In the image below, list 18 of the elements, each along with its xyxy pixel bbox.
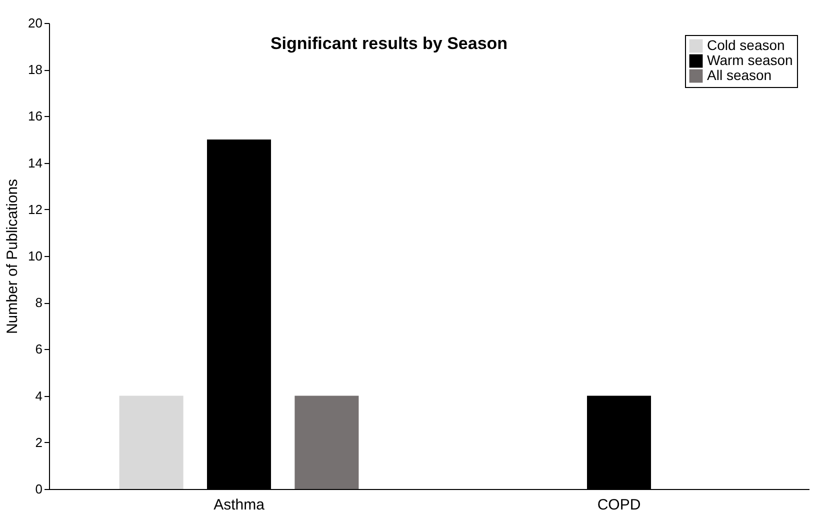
x-tick-label: COPD [597,496,641,513]
y-tick-label: 2 [35,434,42,450]
legend-label: All season [707,67,772,83]
legend-label: Warm season [707,52,793,68]
x-tick-label: Asthma [214,496,266,513]
y-tick-label: 20 [28,16,42,30]
y-axis-title: Number of Publications [4,178,22,334]
text: Significant results by Season [270,34,508,53]
y-tick-label: 0 [35,482,42,496]
y-tick-label: 10 [28,248,42,264]
y-tick-label: 18 [28,62,42,78]
y-tick-label: 14 [28,155,42,170]
y-tick-label: 6 [35,342,42,357]
y-tick-label: 16 [28,108,42,124]
y-tick-label: 12 [28,202,42,217]
y-tick-label: 4 [35,388,42,404]
y-tick-label: 8 [35,295,42,310]
legend-label: Cold season [707,37,785,53]
